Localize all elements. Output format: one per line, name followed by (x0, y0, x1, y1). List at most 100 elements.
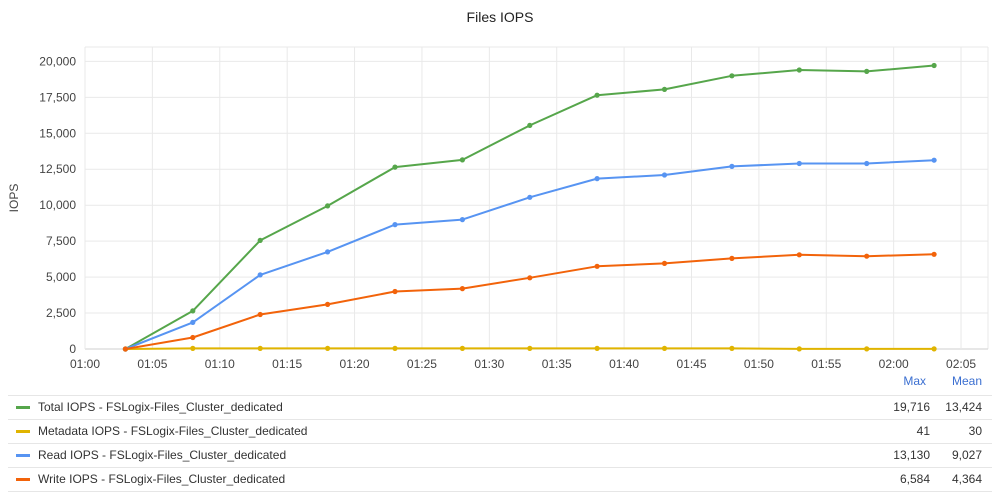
y-tick-label: 7,500 (46, 234, 76, 248)
x-tick-label: 01:35 (542, 357, 572, 371)
legend-mean-value: 4,364 (951, 472, 982, 486)
x-tick-label: 01:15 (272, 357, 302, 371)
data-point[interactable] (661, 260, 668, 266)
data-point[interactable] (527, 194, 533, 200)
data-point[interactable] (459, 217, 465, 223)
data-point[interactable] (661, 86, 668, 92)
x-tick-label: 01:10 (205, 357, 235, 371)
data-point[interactable] (392, 345, 398, 351)
legend-row-write[interactable]: Write IOPS - FSLogix-Files_Cluster_dedic… (8, 467, 992, 492)
data-point[interactable] (931, 346, 937, 352)
legend-series-name[interactable]: Metadata IOPS - FSLogix-Files_Cluster_de… (38, 424, 308, 438)
data-point[interactable] (864, 160, 870, 167)
legend-series-name[interactable]: Total IOPS - FSLogix-Files_Cluster_dedic… (38, 400, 283, 414)
series-line (124, 64, 935, 350)
series-line (125, 253, 935, 350)
data-point[interactable] (392, 222, 398, 228)
data-point[interactable] (796, 346, 802, 352)
data-point[interactable] (257, 345, 263, 351)
data-point[interactable] (729, 345, 735, 351)
x-tick-label: 01:20 (340, 357, 370, 371)
y-tick-label: 2,500 (46, 306, 76, 320)
data-point[interactable] (527, 122, 533, 128)
data-point[interactable] (325, 345, 331, 351)
x-tick-label: 02:00 (879, 357, 909, 371)
series-group (122, 251, 937, 352)
data-point[interactable] (931, 62, 937, 69)
data-point[interactable] (796, 160, 802, 167)
x-tick-label: 01:00 (70, 357, 100, 371)
series-lines (122, 62, 937, 352)
data-point[interactable] (931, 251, 937, 257)
x-tick-label: 01:30 (474, 357, 504, 371)
data-point[interactable] (729, 255, 735, 261)
data-point[interactable] (325, 203, 331, 209)
data-point[interactable] (594, 345, 600, 351)
data-point[interactable] (257, 311, 263, 318)
data-point[interactable] (325, 301, 331, 307)
legend-max-value: 6,584 (899, 472, 930, 486)
x-tick-label: 02:05 (946, 357, 976, 371)
series-group (122, 62, 937, 352)
data-point[interactable] (190, 334, 196, 341)
data-point[interactable] (190, 345, 196, 351)
y-tick-label: 20,000 (39, 54, 76, 68)
data-point[interactable] (594, 263, 600, 269)
series-group (122, 345, 937, 352)
data-point[interactable] (325, 249, 331, 255)
y-tick-label: 0 (69, 342, 76, 356)
y-tick-label: 10,000 (39, 198, 76, 212)
x-ticks: 01:00 01:05 01:10 01:15 01:20 01:25 01:30 01:35… (70, 357, 976, 371)
data-point[interactable] (931, 157, 937, 163)
legend-max-value: 13,130 (893, 448, 930, 462)
legend-header: Max Mean (8, 371, 992, 395)
data-point[interactable] (392, 164, 398, 170)
y-tick-label: 5,000 (46, 270, 76, 284)
legend-row-total[interactable]: Total IOPS - FSLogix-Files_Cluster_dedic… (8, 395, 992, 419)
data-point[interactable] (527, 345, 533, 351)
data-point[interactable] (459, 157, 465, 163)
legend-mean-value: 9,027 (951, 448, 982, 462)
data-point[interactable] (864, 68, 870, 74)
data-point[interactable] (257, 237, 263, 243)
data-point[interactable] (527, 275, 533, 281)
legend-mean-value: 30 (968, 424, 982, 438)
write-series-swatch-icon (16, 478, 30, 481)
mean-column-header[interactable]: Mean (951, 374, 982, 388)
data-point[interactable] (864, 346, 870, 352)
metadata-series-swatch-icon (16, 430, 30, 433)
iops-line-chart: Files IOPS IOPS 0 2,500 5,000 7,500 10,000 12… (7, 9, 989, 371)
data-point[interactable] (729, 73, 735, 79)
data-point[interactable] (459, 286, 465, 292)
data-point[interactable] (796, 252, 802, 258)
read-series-swatch-icon (16, 454, 30, 457)
chart-title: Files IOPS (467, 9, 534, 25)
legend-series-name[interactable]: Write IOPS - FSLogix-Files_Cluster_dedic… (38, 472, 286, 486)
x-tick-label: 01:45 (676, 357, 706, 371)
grid (84, 46, 989, 350)
x-tick-label: 01:05 (137, 357, 167, 371)
data-point[interactable] (729, 163, 735, 169)
y-tick-label: 17,500 (39, 90, 76, 104)
data-point[interactable] (122, 346, 128, 352)
y-axis-label: IOPS (7, 184, 21, 213)
data-point[interactable] (190, 319, 196, 325)
legend-row-metadata[interactable]: Metadata IOPS - FSLogix-Files_Cluster_de… (8, 419, 992, 443)
data-point[interactable] (864, 253, 870, 259)
data-point[interactable] (459, 345, 465, 351)
max-column-header[interactable]: Max (903, 374, 926, 388)
data-point[interactable] (392, 288, 398, 295)
data-point[interactable] (594, 176, 600, 182)
data-point[interactable] (594, 92, 600, 98)
legend-series-name[interactable]: Read IOPS - FSLogix-Files_Cluster_dedica… (38, 448, 287, 462)
data-point[interactable] (661, 172, 668, 178)
x-tick-label: 01:55 (811, 357, 841, 371)
y-tick-label: 12,500 (39, 162, 76, 176)
data-point[interactable] (257, 272, 263, 278)
legend-row-read[interactable]: Read IOPS - FSLogix-Files_Cluster_dedica… (8, 443, 992, 467)
legend-mean-value: 13,424 (945, 400, 982, 414)
data-point[interactable] (796, 67, 802, 73)
data-point[interactable] (190, 308, 196, 314)
y-tick-label: 15,000 (39, 126, 76, 140)
data-point[interactable] (661, 345, 668, 351)
